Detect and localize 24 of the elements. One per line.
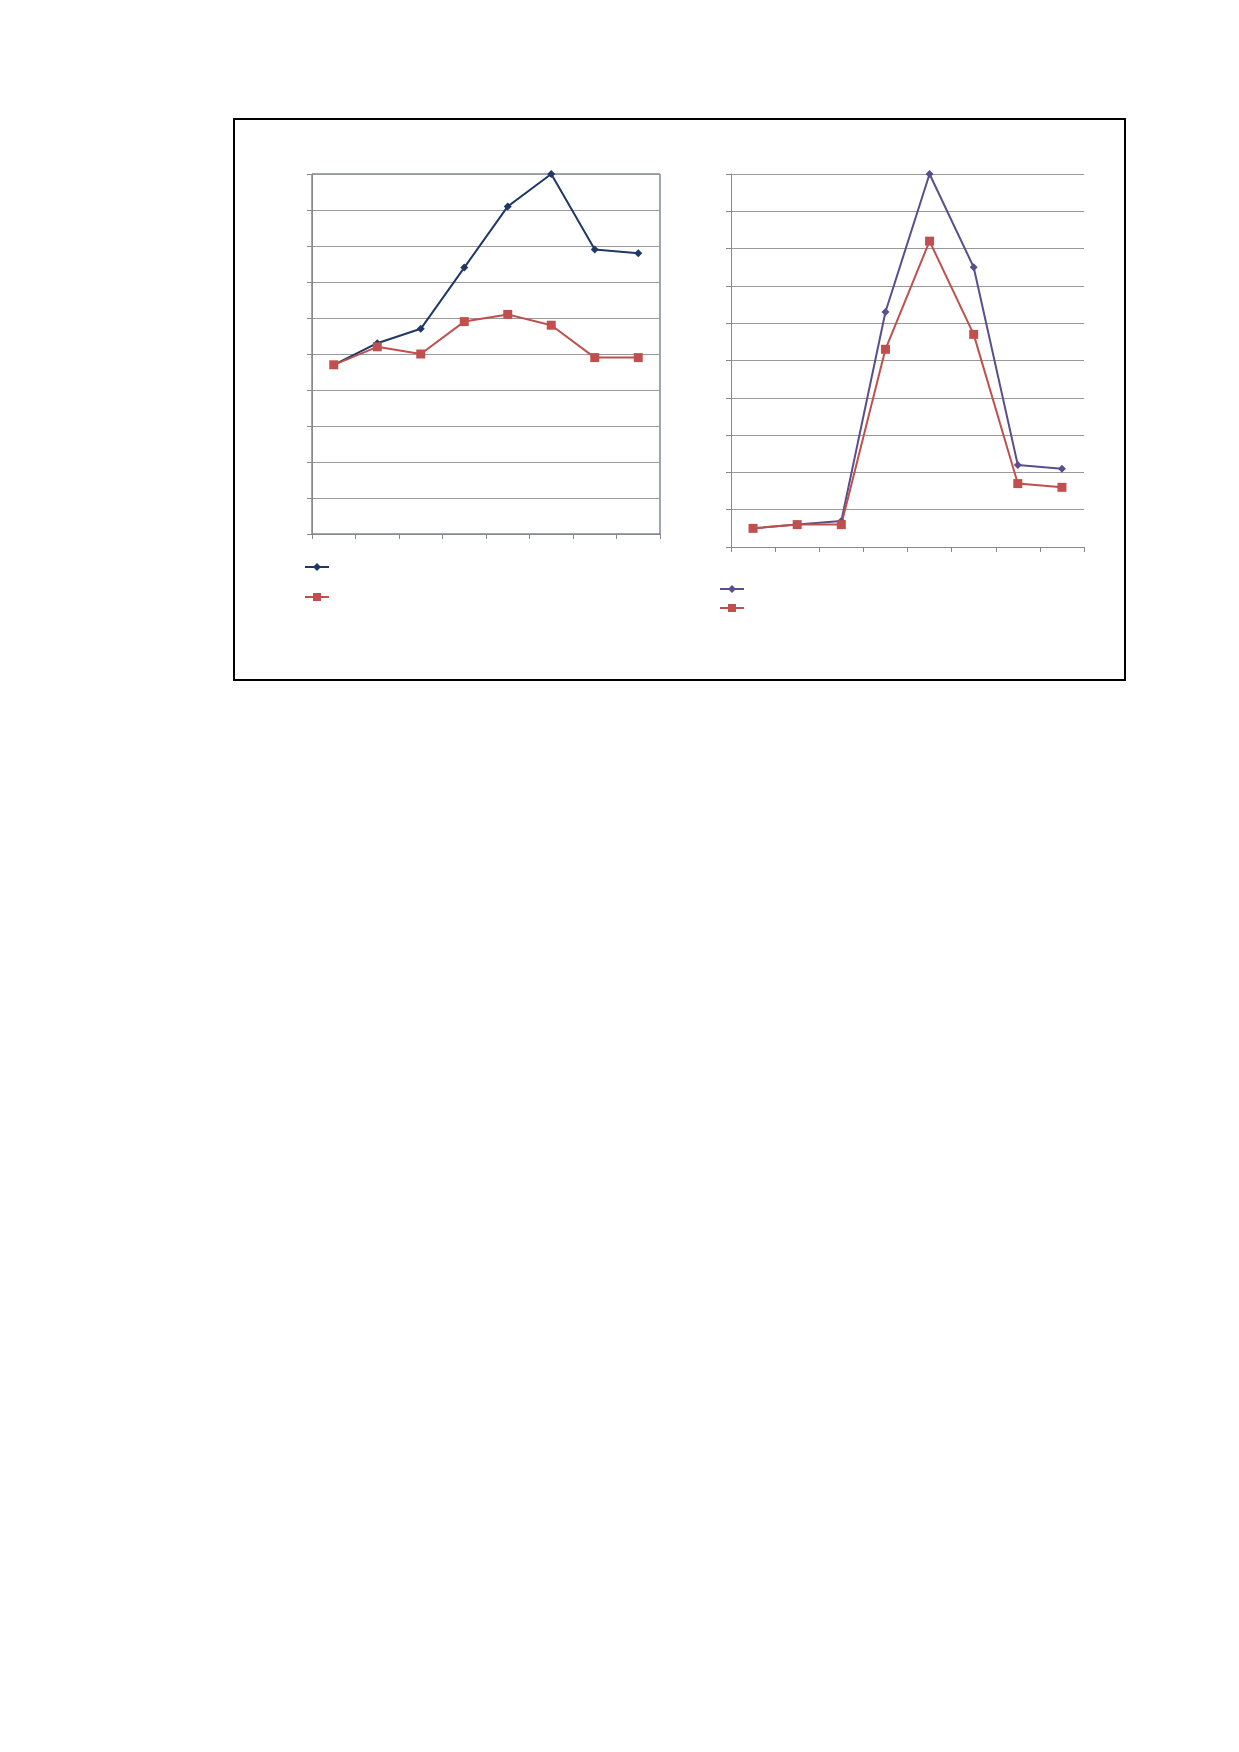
point (881, 308, 890, 317)
point (634, 249, 643, 258)
point (590, 353, 600, 363)
point (547, 170, 556, 178)
point (416, 349, 426, 359)
point (633, 353, 643, 363)
point (590, 245, 599, 254)
point (925, 236, 935, 246)
point (1013, 479, 1023, 489)
point (1057, 464, 1066, 473)
point (460, 263, 469, 272)
point (372, 342, 382, 352)
point (546, 320, 556, 330)
point (1057, 482, 1067, 492)
point (503, 309, 513, 319)
point (969, 263, 978, 272)
point (459, 317, 469, 327)
point (1013, 460, 1022, 469)
point (416, 324, 425, 333)
point (969, 329, 979, 339)
point (836, 520, 846, 530)
point (503, 202, 512, 211)
point (880, 344, 890, 354)
point (925, 170, 934, 178)
